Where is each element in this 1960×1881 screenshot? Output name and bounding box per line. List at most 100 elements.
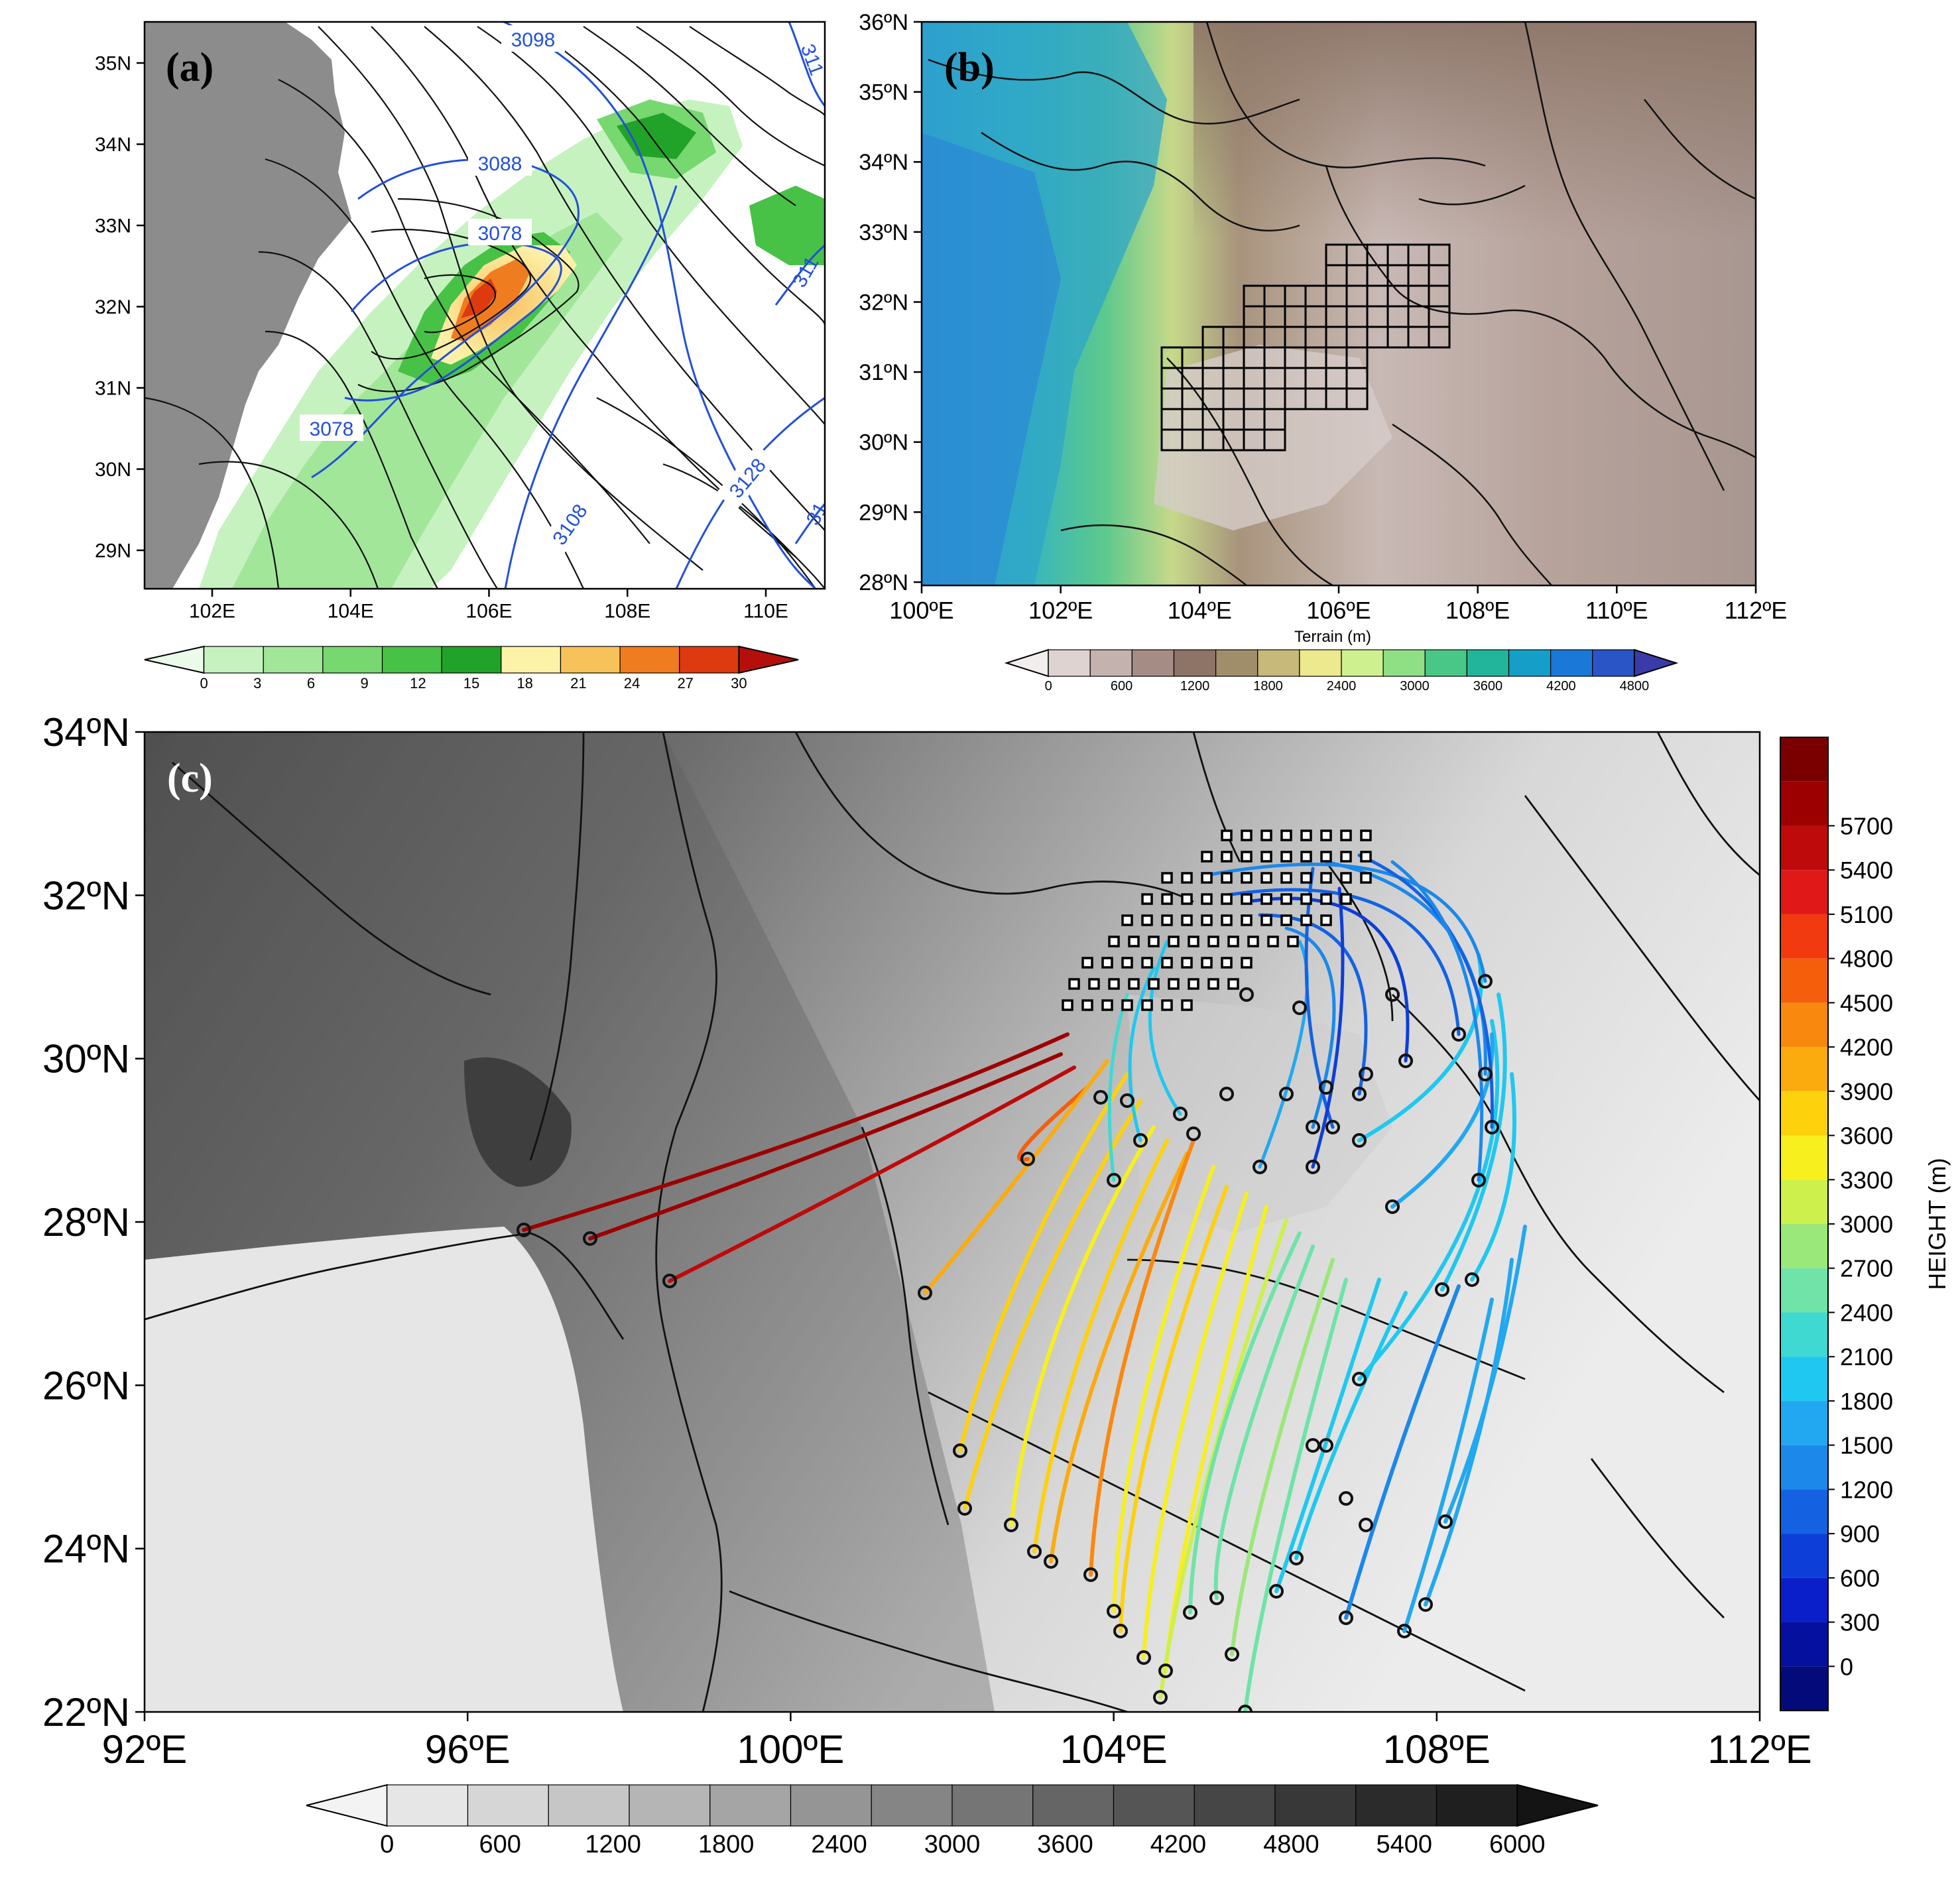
release-point — [1221, 829, 1233, 841]
lon-tick-label: 104ºE — [1060, 1727, 1168, 1772]
lon-tick-label: 96ºE — [425, 1727, 511, 1772]
trajectory-line — [1128, 966, 1156, 1142]
colorbar-segment — [1550, 649, 1593, 677]
trajectory-line — [1390, 1032, 1495, 1209]
lat-tick-label: 35N — [95, 53, 131, 75]
height-color-segment — [1780, 958, 1828, 1003]
colorbar-tick-label: 2400 — [1327, 679, 1357, 694]
colorbar-tick-label: 24 — [624, 675, 640, 692]
colorbar-segment — [790, 1784, 872, 1827]
grid-cell — [1428, 326, 1451, 349]
release-point — [1300, 829, 1312, 841]
trajectory-endpoint — [1418, 1597, 1433, 1612]
trajectory-endpoint — [1238, 1705, 1253, 1712]
trajectory-endpoint — [1173, 1107, 1188, 1121]
release-point — [1320, 872, 1332, 884]
trajectory-endpoint — [1225, 1647, 1239, 1662]
colorbar-segment — [467, 1784, 549, 1827]
colorbar-segment — [1032, 1784, 1115, 1827]
height-color-segment — [1780, 1445, 1828, 1490]
panel-a-lat-axis: 35N 34N 33N 32N 31N 30N 29N — [95, 53, 145, 562]
height-colorbar-title: HEIGHT (m) — [1924, 1158, 1951, 1290]
height-tick-label: 2700 — [1840, 1255, 1893, 1282]
colorbar-tick-label: 2400 — [811, 1831, 867, 1858]
lon-tick-label: 112ºE — [1725, 597, 1788, 624]
release-point — [1227, 936, 1239, 947]
colorbar-segment — [619, 646, 680, 674]
colorbar-tick-label: 3 — [253, 675, 261, 692]
grid-cell — [1345, 387, 1369, 410]
lon-tick-label: 106E — [465, 601, 512, 623]
release-point — [1201, 872, 1213, 884]
trajectory-line — [1049, 1152, 1189, 1563]
height-color-segment — [1780, 1268, 1828, 1313]
colorbar-segment — [1173, 649, 1217, 677]
colorbar-segment — [1508, 649, 1552, 677]
panel-c-label: (c) — [167, 756, 213, 801]
lon-tick-label: 104ºE — [1168, 597, 1232, 624]
trajectory-endpoint — [583, 1231, 597, 1246]
release-point — [1221, 914, 1233, 926]
colorbar-tick-label: 600 — [1111, 679, 1133, 694]
release-point — [1360, 851, 1372, 863]
lat-tick-label: 28ºN — [859, 570, 908, 595]
lat-tick-label: 34ºN — [42, 710, 130, 755]
height-color-segment — [1780, 1400, 1828, 1445]
lat-tick-label: 32N — [95, 296, 131, 318]
colorbar-segment — [263, 646, 324, 674]
trajectories — [517, 853, 1527, 1712]
trajectory-endpoint — [1289, 1551, 1304, 1565]
trajectory-endpoint — [1004, 1518, 1018, 1532]
colorbar-segment — [1341, 649, 1384, 677]
height-tick-label: 600 — [1840, 1565, 1880, 1592]
panel-c-lon-axis: 92ºE 96ºE 100ºE 104ºE 108ºE 112ºE — [102, 1712, 1812, 1772]
lon-tick-label: 92ºE — [102, 1727, 188, 1772]
lon-tick-label: 110ºE — [1585, 597, 1648, 624]
grid-cell — [1263, 428, 1286, 452]
panel-b-lon-axis: 100ºE 102ºE 104ºE 106ºE 108ºE 110ºE 112ºE — [889, 585, 1787, 624]
colorbar-segment — [1274, 1784, 1357, 1827]
lat-tick-label: 34ºN — [859, 150, 908, 175]
trajectory-line — [1304, 867, 1335, 1129]
height-tick-label: 5700 — [1840, 812, 1893, 839]
colorbar-segment — [1131, 649, 1175, 677]
province-borders — [928, 22, 1756, 585]
colorbar-right-arrow — [738, 645, 799, 674]
trajectory-endpoint — [1359, 1067, 1373, 1081]
panel-b-label: (b) — [944, 45, 995, 90]
release-point — [1260, 914, 1272, 926]
lat-tick-label: 34N — [95, 134, 131, 156]
height-tick-label: 3900 — [1840, 1078, 1893, 1105]
streamlines — [145, 26, 825, 589]
lon-tick-label: 100ºE — [889, 597, 953, 624]
colorbar-tick-label: 3600 — [1037, 1831, 1093, 1858]
panel-a-border — [143, 21, 826, 590]
release-point — [1320, 829, 1332, 841]
release-point — [1088, 978, 1100, 990]
panel-a: 3098 3088 3078 3078 3108 3128 311 311 31… — [95, 21, 826, 692]
release-point — [1101, 957, 1113, 969]
release-point — [1221, 957, 1233, 969]
colorbar-title: Terrain (m) — [1294, 628, 1371, 646]
colorbar-tick-label: 600 — [479, 1831, 521, 1858]
colorbar-right-arrow — [1633, 648, 1679, 678]
colorbar-segment — [1466, 649, 1510, 677]
release-point — [1181, 893, 1193, 905]
terrain-lowland-west — [145, 1227, 623, 1712]
height-color-segment — [1780, 737, 1828, 782]
lat-tick-label: 30N — [95, 459, 131, 481]
release-point — [1148, 936, 1160, 947]
trajectory-line — [1230, 1258, 1335, 1656]
trajectory-line — [1294, 1291, 1408, 1560]
release-point — [1141, 914, 1153, 926]
colorbar-right-arrow — [1516, 1784, 1599, 1827]
lat-tick-label: 26ºN — [42, 1363, 130, 1408]
colorbar-segment — [1299, 649, 1342, 677]
height-color-segment — [1780, 1622, 1828, 1667]
colorbar-tick-label: 0 — [200, 675, 208, 692]
height-color-segment — [1780, 1180, 1828, 1224]
release-point — [1241, 872, 1253, 884]
lat-tick-label: 33N — [95, 215, 131, 237]
release-grid — [1062, 829, 1372, 1011]
plateau-lake — [464, 1057, 572, 1187]
